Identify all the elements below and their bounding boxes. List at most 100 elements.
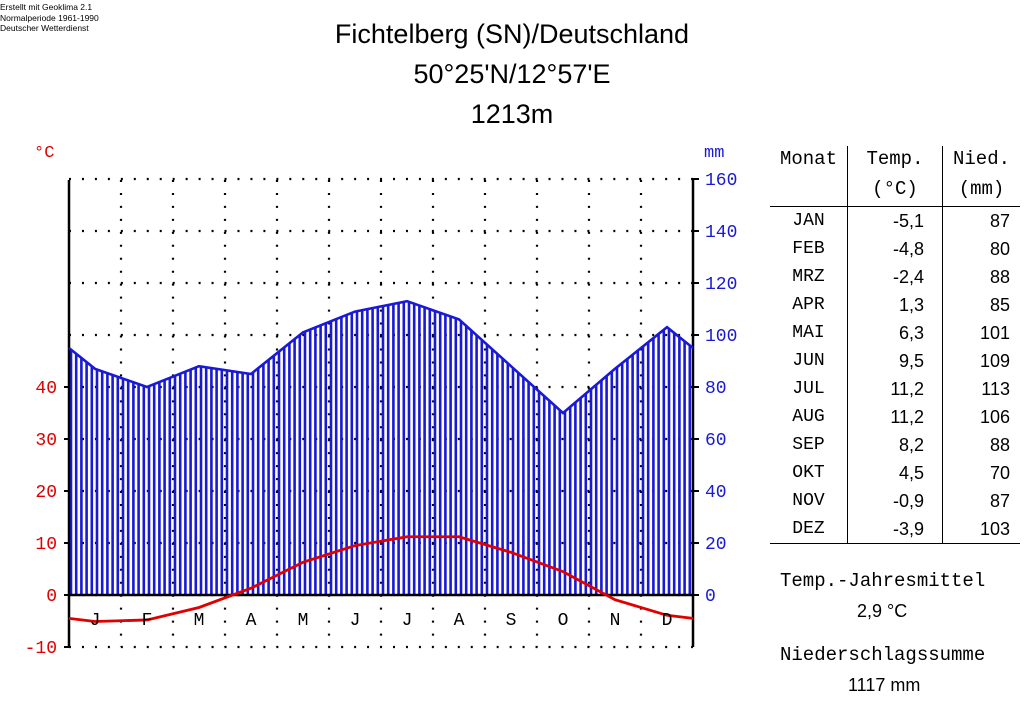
left-tick-label: 0 xyxy=(46,587,57,607)
temp-cell: 11,2 xyxy=(846,403,943,431)
header-prec: Nied. xyxy=(942,146,1020,176)
right-tick-label: 140 xyxy=(705,223,737,243)
table-row: FEB -4,8 80 xyxy=(770,235,1020,263)
series-lines xyxy=(68,299,694,623)
temp-cell: 1,3 xyxy=(846,291,943,319)
month-cell: JUL xyxy=(792,379,825,399)
table-row: AUG 11,2 106 xyxy=(770,403,1020,431)
temp-cell: 4,5 xyxy=(846,459,943,487)
precip-line xyxy=(68,299,694,415)
header-prec-unit: (mm) xyxy=(942,176,1020,207)
prec-cell: 106 xyxy=(942,403,1020,431)
credit-source: Deutscher Wetterdienst xyxy=(0,23,89,33)
temp-cell: -2,4 xyxy=(846,263,943,291)
header-temp-unit: (°C) xyxy=(846,176,943,207)
prec-cell: 101 xyxy=(942,319,1020,347)
header-temp: Temp. xyxy=(846,146,943,176)
prec-cell: 88 xyxy=(942,431,1020,459)
month-label: O xyxy=(558,611,569,631)
temp-cell: -4,8 xyxy=(846,235,943,263)
month-label: M xyxy=(194,611,205,631)
table-row: MRZ -2,4 88 xyxy=(770,263,1020,291)
credit-period: Normalperiode 1961-1990 xyxy=(0,12,99,23)
month-label: J xyxy=(350,611,361,631)
table-body: JAN -5,1 87 FEB -4,8 80 MRZ -2,4 88 APR 1,3 85 MAI 6,… xyxy=(770,206,1020,544)
right-tick-label: 40 xyxy=(705,483,727,503)
prec-cell: 85 xyxy=(942,291,1020,319)
precip-hatch xyxy=(69,301,692,595)
right-tick-label: 160 xyxy=(705,171,737,191)
temp-cell: 6,3 xyxy=(846,319,943,347)
month-cell: APR xyxy=(792,295,825,315)
right-tick-label: 60 xyxy=(705,431,727,451)
table-row: APR 1,3 85 xyxy=(770,291,1020,319)
left-tick-label: 30 xyxy=(35,431,57,451)
prec-cell: 80 xyxy=(942,235,1020,263)
title-block: Fichtelberg (SN)/Deutschland 50°25'N/12°… xyxy=(312,14,712,134)
table-row: JUL 11,2 113 xyxy=(770,375,1020,403)
tick-labels: -10 0 10 20 30 40 °C 0 20 40 60 80 100 120 140 160 mm xyxy=(25,144,738,659)
prec-cell: 88 xyxy=(942,263,1020,291)
left-axis-label: °C xyxy=(34,144,54,163)
left-tick-label: 10 xyxy=(35,535,57,555)
table-row: JUN 9,5 109 xyxy=(770,347,1020,375)
credit-software: Erstellt mit Geoklima 2.1 xyxy=(0,2,93,12)
credits: Erstellt mit Geoklima 2.1 Normalperiode … xyxy=(0,2,99,34)
annual-prec-value: 1117 mm xyxy=(848,675,921,695)
right-tick-label: 20 xyxy=(705,535,727,555)
left-tick-label: 40 xyxy=(35,379,57,399)
month-cell: MAI xyxy=(792,323,825,343)
station-coords: 50°25'N/12°57'E xyxy=(413,59,611,89)
annual-temp-value: 2,9 °C xyxy=(857,601,908,621)
month-label: M xyxy=(298,611,309,631)
prec-cell: 113 xyxy=(942,375,1020,403)
precip-bars xyxy=(69,301,692,595)
table-row: NOV -0,9 87 xyxy=(770,487,1020,515)
month-label: A xyxy=(246,611,257,631)
month-cell: OKT xyxy=(792,463,825,483)
month-label: D xyxy=(662,611,673,631)
temp-cell: -3,9 xyxy=(846,515,943,544)
right-tick-label: 100 xyxy=(705,327,737,347)
temp-cell: 8,2 xyxy=(846,431,943,459)
temp-cell: -5,1 xyxy=(846,206,943,235)
month-cell: DEZ xyxy=(770,515,848,544)
temp-cell: 11,2 xyxy=(846,375,943,403)
prec-cell: 87 xyxy=(942,206,1020,235)
month-cell: FEB xyxy=(792,239,825,259)
grid xyxy=(69,177,693,649)
left-tick-label: 20 xyxy=(35,483,57,503)
month-label: F xyxy=(142,611,153,631)
annual-temp-label: Temp.-Jahresmittel xyxy=(780,570,986,592)
month-cell: NOV xyxy=(792,491,825,511)
temp-cell: -0,9 xyxy=(846,487,943,515)
month-cell: SEP xyxy=(792,435,825,455)
axes xyxy=(64,178,699,648)
climate-table: Monat Temp. Nied. (°C) (mm) JAN -5,1 87 FEB… xyxy=(770,146,1020,544)
month-cell: MRZ xyxy=(792,267,825,287)
month-label: A xyxy=(454,611,465,631)
month-label: N xyxy=(610,611,621,631)
annual-prec-label: Niederschlagssumme xyxy=(780,644,986,666)
right-axis-label: mm xyxy=(704,144,724,163)
temp-line xyxy=(68,535,694,623)
month-label: J xyxy=(402,611,413,631)
month-cell: JAN xyxy=(770,206,848,235)
right-tick-label: 80 xyxy=(705,379,727,399)
table-row: JAN -5,1 87 xyxy=(770,206,1020,235)
prec-cell: 87 xyxy=(942,487,1020,515)
station-title: Fichtelberg (SN)/Deutschland xyxy=(334,19,690,49)
prec-cell: 70 xyxy=(942,459,1020,487)
table-row: MAI 6,3 101 xyxy=(770,319,1020,347)
right-tick-label: 120 xyxy=(705,275,737,295)
prec-cell: 109 xyxy=(942,347,1020,375)
station-elevation: 1213m xyxy=(470,99,554,129)
table-row: SEP 8,2 88 xyxy=(770,431,1020,459)
right-tick-label: 0 xyxy=(705,587,716,607)
month-label: J xyxy=(90,611,101,631)
month-cell: AUG xyxy=(792,407,825,427)
table-row: OKT 4,5 70 xyxy=(770,459,1020,487)
prec-cell: 103 xyxy=(942,515,1020,544)
